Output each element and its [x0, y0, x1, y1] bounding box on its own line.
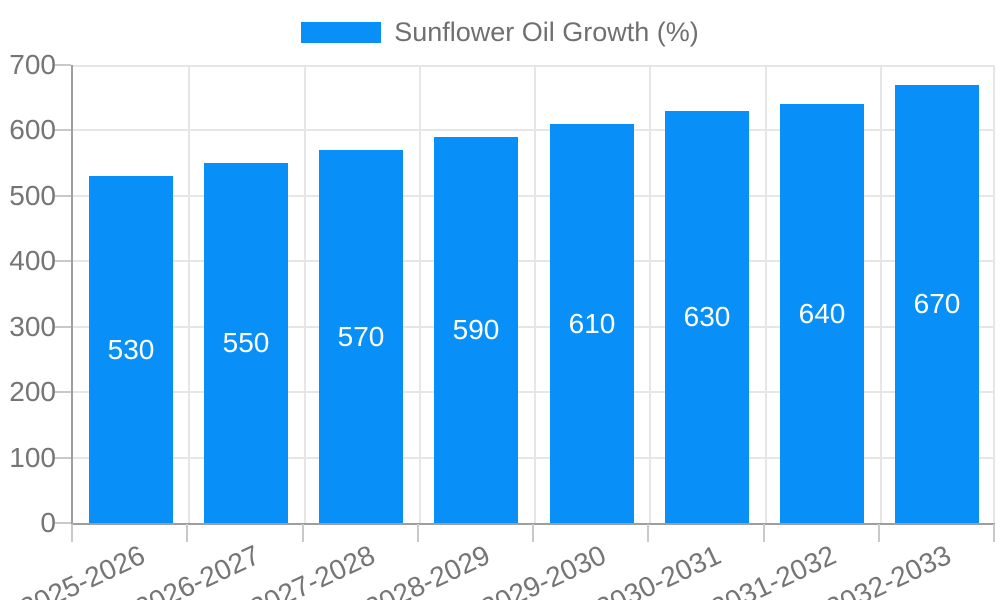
y-tick: [55, 260, 71, 262]
x-axis-label: 2029-2030: [475, 539, 611, 600]
bar[interactable]: 530: [89, 176, 173, 523]
x-gridline: [649, 65, 651, 523]
x-tick: [71, 524, 73, 542]
x-tick: [878, 524, 880, 542]
x-axis-label: 2026-2027: [130, 539, 265, 600]
x-axis-label: 2025-2026: [14, 539, 150, 600]
bar[interactable]: 630: [665, 111, 749, 523]
bar-value-label: 670: [913, 288, 961, 319]
bar-value-label: 530: [107, 333, 155, 365]
x-gridline: [188, 65, 190, 523]
x-axis-label: 2027-2028: [245, 539, 380, 600]
bar[interactable]: 550: [204, 163, 288, 523]
y-tick-label: 200: [9, 376, 56, 407]
bar-value-label: 630: [683, 301, 731, 332]
chart-legend[interactable]: Sunflower Oil Growth (%): [0, 17, 1000, 48]
y-tick: [55, 457, 71, 459]
y-tick: [55, 522, 71, 524]
bar-value-label: 550: [222, 327, 270, 358]
plot-area: 530 550 570 590 610 630 640 670: [71, 65, 995, 525]
x-gridline: [534, 65, 536, 523]
y-tick-label: 500: [9, 180, 56, 211]
y-tick: [55, 326, 71, 328]
y-tick-label: 0: [40, 507, 56, 538]
bar[interactable]: 570: [319, 150, 403, 523]
y-tick-label: 700: [9, 49, 56, 80]
y-tick-label: 400: [9, 245, 56, 276]
bar[interactable]: 590: [434, 137, 518, 523]
y-tick-label: 300: [9, 311, 56, 342]
bar-value-label: 640: [798, 297, 846, 329]
bar[interactable]: 640: [780, 104, 864, 523]
x-tick: [532, 524, 534, 542]
y-tick: [55, 64, 71, 66]
y-tick: [55, 391, 71, 393]
x-gridline: [419, 65, 421, 523]
legend-swatch-icon: [301, 22, 382, 43]
y-tick-label: 600: [9, 114, 56, 145]
x-axis-label: 2028-2029: [360, 539, 496, 600]
bar-value-label: 570: [337, 320, 385, 352]
y-tick-label: 100: [9, 442, 56, 473]
x-gridline: [993, 65, 995, 523]
x-axis-label: 2032-2033: [821, 539, 957, 600]
x-gridline: [304, 65, 306, 523]
x-axis-label: 2030-2031: [591, 539, 726, 600]
y-tick: [55, 195, 71, 197]
y-tick: [55, 129, 71, 131]
bar[interactable]: 670: [895, 85, 979, 523]
x-gridline: [765, 65, 767, 523]
x-tick: [302, 524, 304, 542]
bar-value-label: 590: [452, 314, 500, 345]
x-tick: [186, 524, 188, 542]
x-tick: [993, 524, 995, 542]
legend-label: Sunflower Oil Growth (%): [394, 17, 699, 47]
x-tick: [763, 524, 765, 542]
x-tick: [417, 524, 419, 542]
x-gridline: [880, 65, 882, 523]
bar-value-label: 610: [568, 307, 616, 339]
x-axis-label: 2031-2032: [706, 539, 841, 600]
bar[interactable]: 610: [550, 124, 634, 523]
x-tick: [647, 524, 649, 542]
